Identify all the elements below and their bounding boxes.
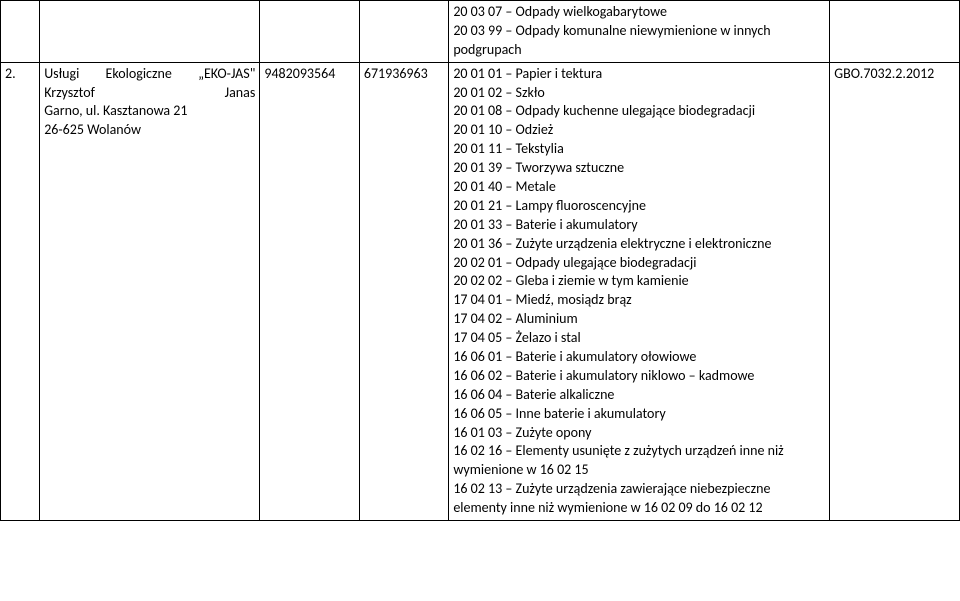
cell-empty — [40, 1, 260, 63]
cell-company: Usługi Ekologiczne „EKO-JAS" Krzysztof J… — [40, 62, 260, 520]
cell-number: 2. — [1, 62, 40, 520]
table-row: 20 03 07 – Odpady wielkogabarytowe 20 03… — [1, 1, 960, 63]
company-addr2: 26-625 Wolanów — [44, 121, 255, 140]
company-name: Usługi Ekologiczne „EKO-JAS" Krzysztof J… — [44, 65, 255, 103]
cell-codes: 20 01 01 – Papier i tektura 20 01 02 – S… — [449, 62, 830, 520]
cell-nip: 9482093564 — [260, 62, 360, 520]
cell-regon: 671936963 — [359, 62, 448, 520]
company-addr1: Garno, ul. Kasztanowa 21 — [44, 102, 255, 121]
cell-empty — [359, 1, 448, 63]
cell-codes: 20 03 07 – Odpady wielkogabarytowe 20 03… — [449, 1, 830, 63]
waste-table: 20 03 07 – Odpady wielkogabarytowe 20 03… — [0, 0, 960, 521]
cell-empty — [1, 1, 40, 63]
cell-empty — [830, 1, 960, 63]
table-row: 2. Usługi Ekologiczne „EKO-JAS" Krzyszto… — [1, 62, 960, 520]
cell-empty — [260, 1, 360, 63]
cell-reference: GBO.7032.2.2012 — [830, 62, 960, 520]
